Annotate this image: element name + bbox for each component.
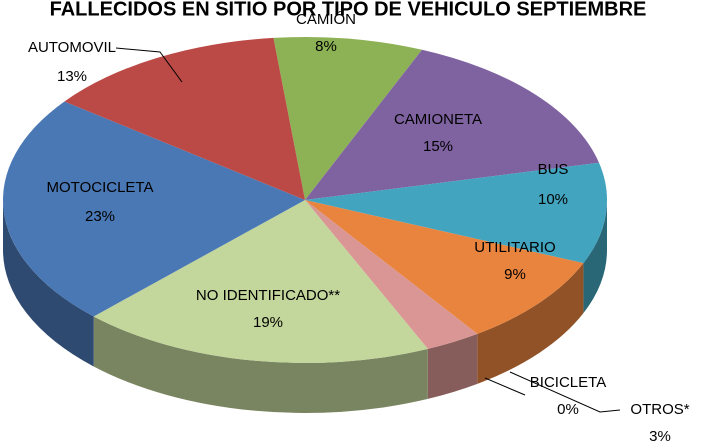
- slice-value-label: 9%: [504, 266, 526, 283]
- slice-value-label: 10%: [538, 191, 568, 208]
- slice-value-label: 13%: [57, 68, 87, 85]
- slice-label: MOTOCICLETA: [47, 179, 154, 196]
- pie-side: [3, 200, 94, 367]
- slice-value-label: 0%: [557, 401, 579, 418]
- pie-side: [427, 333, 478, 399]
- slice-label: UTILITARIO: [474, 239, 555, 256]
- slice-value-label: 15%: [423, 138, 453, 155]
- pie-slice: [305, 162, 607, 264]
- pie-slice: [93, 200, 428, 363]
- leader-line: [509, 371, 621, 413]
- slice-label: AUTOMOVIL: [28, 39, 116, 56]
- slice-label: CAMIÓN: [296, 11, 356, 28]
- slice-value-label: 19%: [253, 314, 283, 331]
- slice-label: NO IDENTIFICADO**: [196, 287, 340, 304]
- slice-value-label: 23%: [85, 208, 115, 225]
- pie-sides: [3, 200, 607, 413]
- pie-slice: [305, 49, 600, 201]
- slice-value-label: 8%: [315, 38, 337, 55]
- pie-slice: [2, 101, 305, 317]
- pie-side: [583, 200, 607, 314]
- pie-side: [93, 316, 428, 413]
- labels: CAMIÓN 8% CAMIONETA 15% BUS 10% UTILITARIO 9% OT…: [28, 11, 690, 443]
- pie-slice: [273, 36, 423, 200]
- slice-label: BUS: [538, 161, 569, 178]
- chart-title: FALLECIDOS EN SITIO POR TIPO DE VEHICULO…: [50, 0, 647, 20]
- slice-label: OTROS*: [630, 401, 689, 418]
- leader-line: [115, 47, 183, 83]
- slice-value-label: 3%: [649, 428, 671, 443]
- pie-slice: [64, 37, 305, 200]
- leader-line: [484, 377, 526, 396]
- slice-label: BICICLETA: [530, 374, 606, 391]
- pie-slice: [305, 200, 478, 349]
- slice-label: CAMIONETA: [394, 111, 482, 128]
- pie-slice: [305, 200, 584, 334]
- pie-side: [477, 263, 584, 384]
- pie-tops: [2, 36, 607, 363]
